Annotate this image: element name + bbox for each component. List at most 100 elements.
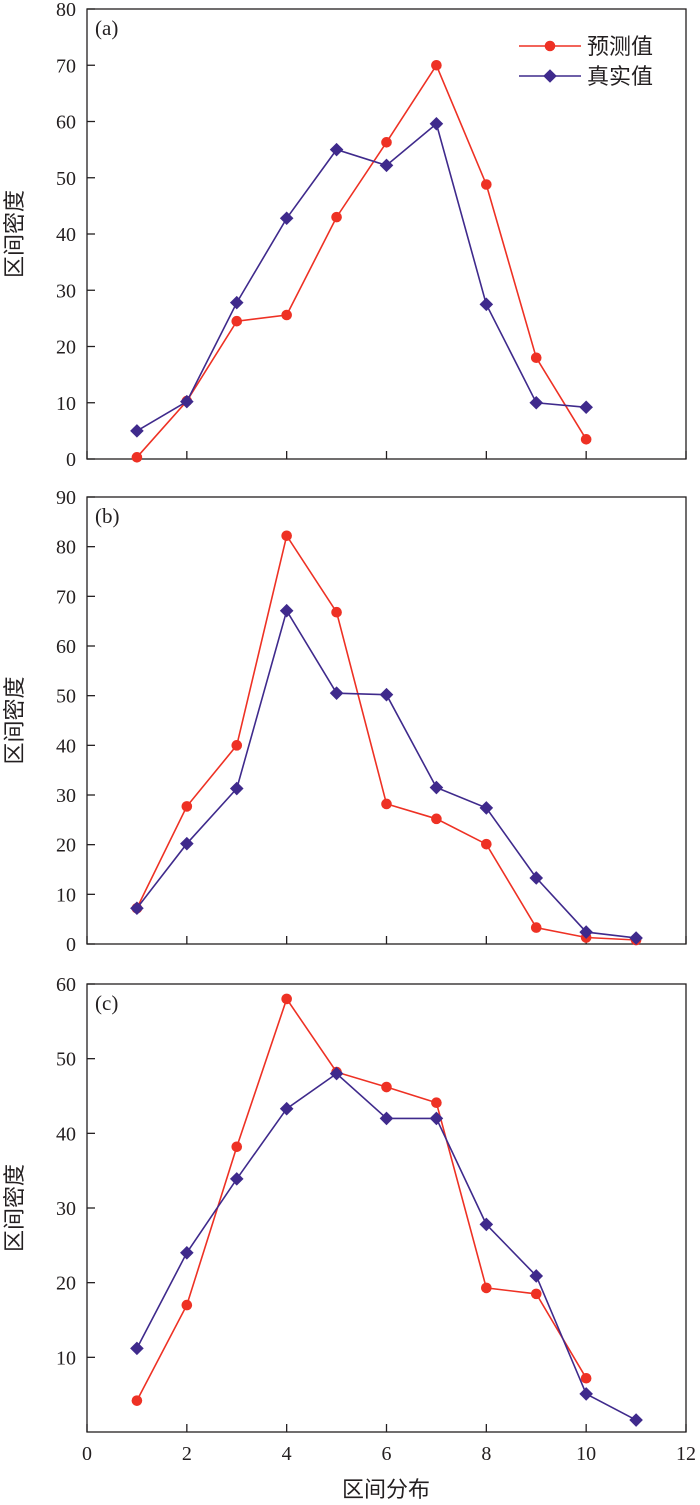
data-point <box>579 400 593 415</box>
data-point <box>279 603 294 618</box>
data-point <box>481 1282 492 1294</box>
data-point <box>130 1341 144 1356</box>
x-tick-label: 6 <box>382 1443 392 1465</box>
data-point <box>180 836 194 851</box>
data-point <box>379 687 394 702</box>
data-point <box>381 798 392 810</box>
data-point <box>479 801 494 815</box>
data-point <box>231 315 243 327</box>
x-tick-label: 4 <box>282 1443 292 1465</box>
y-tick-label: 0 <box>66 449 76 471</box>
data-point <box>229 1172 244 1186</box>
data-point <box>529 395 544 410</box>
data-point <box>231 1141 243 1153</box>
y-tick-label: 70 <box>56 586 76 608</box>
x-tick-label: 0 <box>82 1443 92 1465</box>
data-point <box>431 813 442 825</box>
data-point <box>479 297 494 312</box>
data-point <box>481 838 492 850</box>
y-tick-label: 60 <box>56 636 76 658</box>
panel-label: (a) <box>95 16 118 40</box>
data-point <box>580 434 592 445</box>
x-tick-label: 12 <box>676 1443 696 1465</box>
data-point <box>429 780 444 795</box>
series-line <box>136 1072 637 1421</box>
series-line <box>136 122 587 432</box>
data-point <box>130 901 144 916</box>
data-point <box>329 686 344 700</box>
data-point <box>629 931 643 945</box>
data-point <box>331 606 342 618</box>
data-point <box>529 1269 544 1283</box>
y-tick-label: 80 <box>56 0 76 21</box>
data-point <box>229 781 244 796</box>
data-point <box>131 1395 143 1406</box>
data-point <box>530 922 542 933</box>
legend-item-predicted: 预测值 <box>519 34 653 59</box>
y-tick-label: 40 <box>56 224 76 246</box>
data-point <box>431 59 442 71</box>
data-point <box>529 871 544 885</box>
y-axis-title: 区间密度 <box>2 676 27 764</box>
data-point <box>279 1101 294 1116</box>
data-point <box>180 1246 194 1260</box>
data-point <box>181 1299 193 1311</box>
data-point <box>479 1217 494 1232</box>
y-tick-label: 20 <box>56 1273 76 1295</box>
data-point <box>429 1111 444 1126</box>
legend-label: 预测值 <box>587 34 653 59</box>
data-point <box>580 1372 592 1384</box>
data-point <box>281 309 292 321</box>
data-point <box>530 352 542 364</box>
x-tick-label: 10 <box>576 1443 596 1465</box>
y-tick-label: 0 <box>66 934 76 956</box>
plot-frame <box>86 496 687 945</box>
y-tick-label: 10 <box>56 884 76 906</box>
data-point <box>279 211 294 226</box>
y-tick-label: 10 <box>56 1347 76 1369</box>
actual-series <box>130 603 643 945</box>
data-point <box>530 1288 542 1300</box>
legend-item-actual: 真实值 <box>519 64 653 89</box>
x-axis-title: 区间分布 <box>342 1477 430 1502</box>
plot-frame <box>86 983 687 1433</box>
series-line <box>136 608 637 939</box>
y-tick-label: 50 <box>56 686 76 708</box>
y-tick-label: 40 <box>56 1123 76 1145</box>
data-point <box>229 295 244 310</box>
y-tick-label: 80 <box>56 537 76 559</box>
chart-panel-2: 0 10 20 30 40 50 60 70 80 90 区间密度 (b) <box>2 487 687 956</box>
predicted-series <box>131 993 592 1406</box>
data-point <box>329 1066 344 1081</box>
data-point <box>481 179 492 190</box>
legend-marker <box>544 40 556 52</box>
y-tick-label: 20 <box>56 337 76 359</box>
panel-label: (b) <box>95 504 120 528</box>
y-tick-label: 20 <box>56 835 76 857</box>
x-tick-label: 2 <box>182 1443 192 1465</box>
data-point <box>379 1111 394 1126</box>
y-tick-label: 30 <box>56 785 76 807</box>
data-point <box>381 1081 392 1093</box>
legend-label: 真实值 <box>587 64 653 89</box>
data-point <box>431 1097 442 1109</box>
y-tick-label: 60 <box>56 974 76 996</box>
y-tick-label: 30 <box>56 280 76 302</box>
predicted-series <box>131 530 642 946</box>
actual-series <box>130 116 593 438</box>
y-tick-label: 90 <box>56 487 76 509</box>
y-tick-label: 70 <box>56 55 76 77</box>
data-point <box>329 142 344 157</box>
data-point <box>180 394 194 409</box>
series-line <box>136 997 587 1401</box>
data-point <box>381 137 392 148</box>
data-point <box>231 740 243 751</box>
data-point <box>181 801 193 812</box>
series-line <box>136 63 587 458</box>
data-point <box>131 452 143 463</box>
y-tick-label: 60 <box>56 112 76 134</box>
data-point <box>579 1387 593 1401</box>
